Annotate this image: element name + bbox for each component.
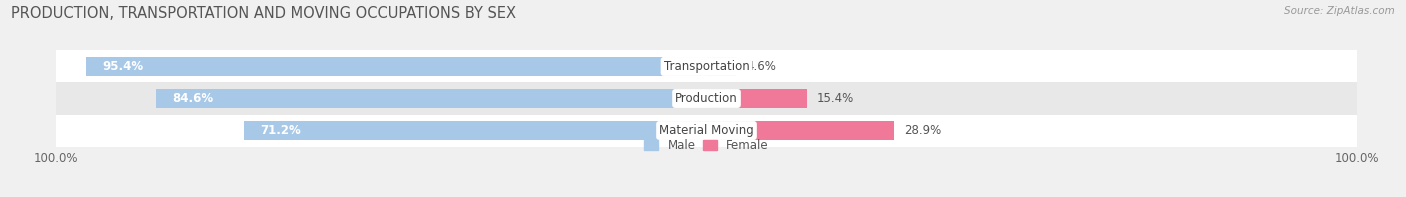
Text: Production: Production — [675, 92, 738, 105]
Text: Transportation: Transportation — [664, 60, 749, 73]
Bar — [243, 121, 707, 140]
Text: Source: ZipAtlas.com: Source: ZipAtlas.com — [1284, 6, 1395, 16]
Text: 28.9%: 28.9% — [904, 124, 942, 137]
Bar — [56, 50, 1357, 83]
Bar — [707, 89, 807, 108]
Bar — [56, 83, 1357, 114]
Legend: Male, Female: Male, Female — [644, 139, 769, 152]
Text: 95.4%: 95.4% — [103, 60, 143, 73]
Text: PRODUCTION, TRANSPORTATION AND MOVING OCCUPATIONS BY SEX: PRODUCTION, TRANSPORTATION AND MOVING OC… — [11, 6, 516, 21]
Text: 71.2%: 71.2% — [260, 124, 301, 137]
Bar — [156, 89, 707, 108]
Bar — [707, 57, 737, 76]
Bar — [86, 57, 707, 76]
Text: Material Moving: Material Moving — [659, 124, 754, 137]
Text: 4.6%: 4.6% — [747, 60, 776, 73]
Bar — [56, 114, 1357, 147]
Text: 15.4%: 15.4% — [817, 92, 853, 105]
Text: 84.6%: 84.6% — [173, 92, 214, 105]
Bar — [707, 121, 894, 140]
